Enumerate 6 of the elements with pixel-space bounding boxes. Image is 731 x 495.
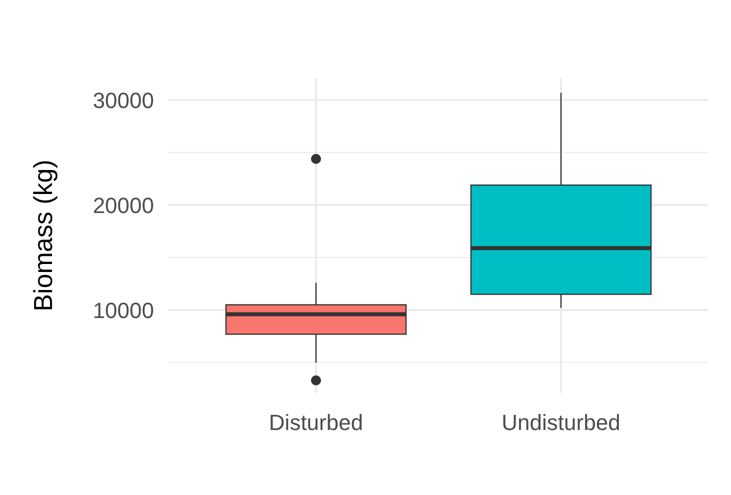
y-tick-label: 30000 bbox=[92, 88, 154, 113]
y-axis-title: Biomass (kg) bbox=[28, 160, 58, 312]
y-tick-label: 20000 bbox=[92, 192, 154, 218]
y-tick-label: 10000 bbox=[92, 298, 154, 323]
x-tick-label: Disturbed bbox=[268, 410, 364, 435]
x-tick-label: Undisturbed bbox=[502, 410, 620, 435]
